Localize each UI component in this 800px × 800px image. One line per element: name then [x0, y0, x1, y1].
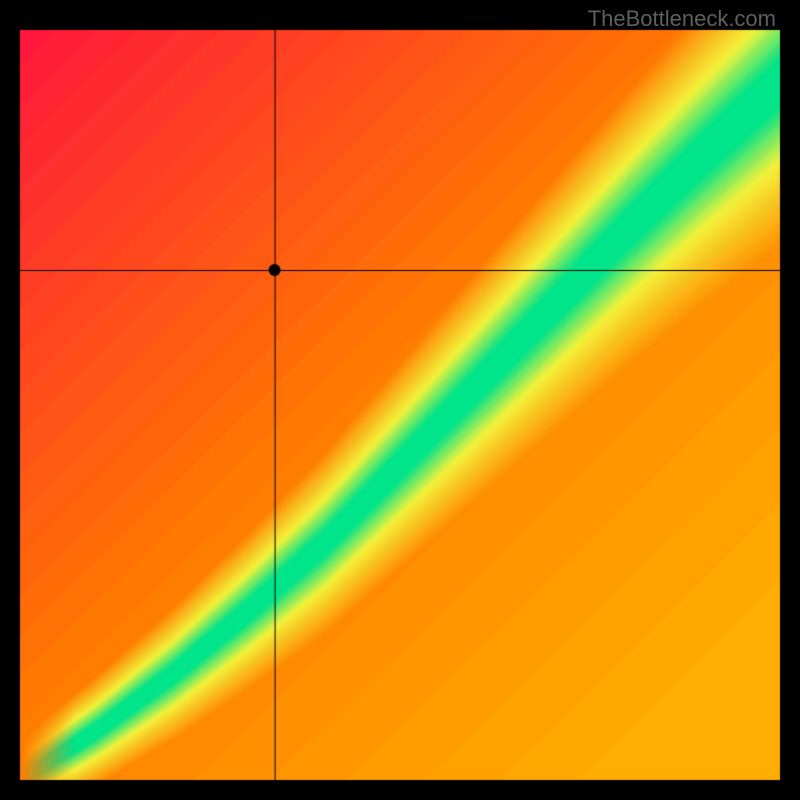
bottleneck-heatmap	[0, 0, 800, 800]
watermark-label: TheBottleneck.com	[588, 6, 776, 32]
chart-container: TheBottleneck.com	[0, 0, 800, 800]
